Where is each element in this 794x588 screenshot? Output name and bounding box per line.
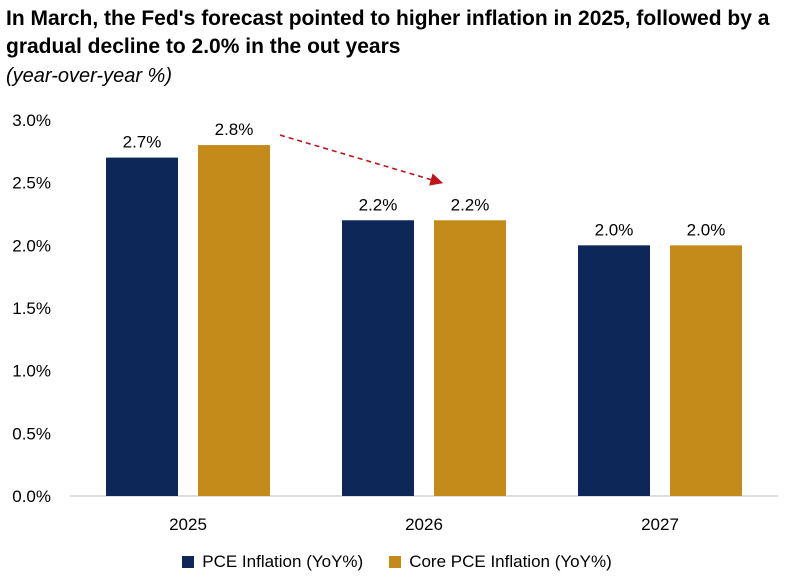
data-label: 2.7% (123, 133, 162, 152)
bar (106, 157, 178, 496)
bar (434, 220, 506, 496)
chart-subtitle: (year-over-year %) (6, 65, 172, 87)
bar (342, 220, 414, 496)
legend-swatch-core-pce (389, 556, 402, 568)
y-tick-label: 1.5% (12, 299, 51, 318)
x-tick-label: 2026 (405, 515, 443, 534)
chart-title: In March, the Fed's forecast pointed to … (6, 7, 770, 58)
data-label: 2.0% (687, 220, 726, 239)
bar (198, 145, 270, 497)
legend: PCE Inflation (YoY%) Core PCE Inflation … (0, 552, 794, 572)
trend-arrow (279, 134, 444, 186)
y-tick-label: 2.0% (12, 236, 51, 255)
data-label: 2.2% (451, 195, 490, 214)
data-label: 2.0% (595, 220, 634, 239)
legend-swatch-pce (182, 556, 195, 568)
y-tick-label: 3.0% (12, 111, 51, 130)
x-tick-label: 2025 (169, 515, 207, 534)
legend-label-core-pce: Core PCE Inflation (YoY%) (409, 552, 612, 571)
bar-chart: 0.0% 0.5% 1.0% 1.5% 2.0% 2.5% 3.0% 2.7% 2.8% 2025… (12, 111, 778, 534)
legend-label-pce: PCE Inflation (YoY%) (202, 552, 364, 571)
y-tick-label: 1.0% (12, 362, 51, 381)
data-label: 2.8% (215, 120, 254, 139)
y-tick-label: 2.5% (12, 174, 51, 193)
legend-item-pce: PCE Inflation (YoY%) (182, 552, 363, 572)
x-tick-label: 2027 (641, 515, 679, 534)
y-tick-label: 0.5% (12, 424, 51, 443)
bar (670, 245, 742, 496)
legend-item-core-pce: Core PCE Inflation (YoY%) (389, 552, 612, 572)
bar (578, 245, 650, 496)
data-label: 2.2% (359, 195, 398, 214)
y-tick-label: 0.0% (12, 487, 51, 506)
